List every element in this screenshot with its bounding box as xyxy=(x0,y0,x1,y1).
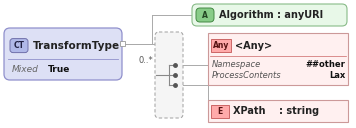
Text: Mixed: Mixed xyxy=(12,65,39,74)
Text: XPath    : string: XPath : string xyxy=(233,106,319,116)
FancyBboxPatch shape xyxy=(10,39,28,53)
FancyBboxPatch shape xyxy=(155,32,183,118)
Text: True: True xyxy=(48,65,70,74)
Text: TransformType: TransformType xyxy=(33,41,120,51)
Text: CT: CT xyxy=(14,41,25,50)
Text: ProcessContents: ProcessContents xyxy=(212,71,282,80)
Text: Algorithm : anyURI: Algorithm : anyURI xyxy=(219,10,323,20)
Text: A: A xyxy=(202,10,208,19)
Text: Namespace: Namespace xyxy=(212,60,261,69)
Text: Lax: Lax xyxy=(329,71,345,80)
Bar xyxy=(211,104,229,118)
FancyBboxPatch shape xyxy=(196,8,214,22)
Text: <Any>: <Any> xyxy=(235,41,272,51)
Bar xyxy=(211,39,231,52)
Bar xyxy=(208,100,348,122)
Text: ##other: ##other xyxy=(305,60,345,69)
Text: 0..*: 0..* xyxy=(138,56,153,65)
Text: E: E xyxy=(218,106,222,115)
FancyBboxPatch shape xyxy=(192,4,347,26)
Text: Any: Any xyxy=(213,41,229,50)
Bar xyxy=(120,41,125,46)
Bar xyxy=(208,33,348,85)
FancyBboxPatch shape xyxy=(4,28,122,80)
